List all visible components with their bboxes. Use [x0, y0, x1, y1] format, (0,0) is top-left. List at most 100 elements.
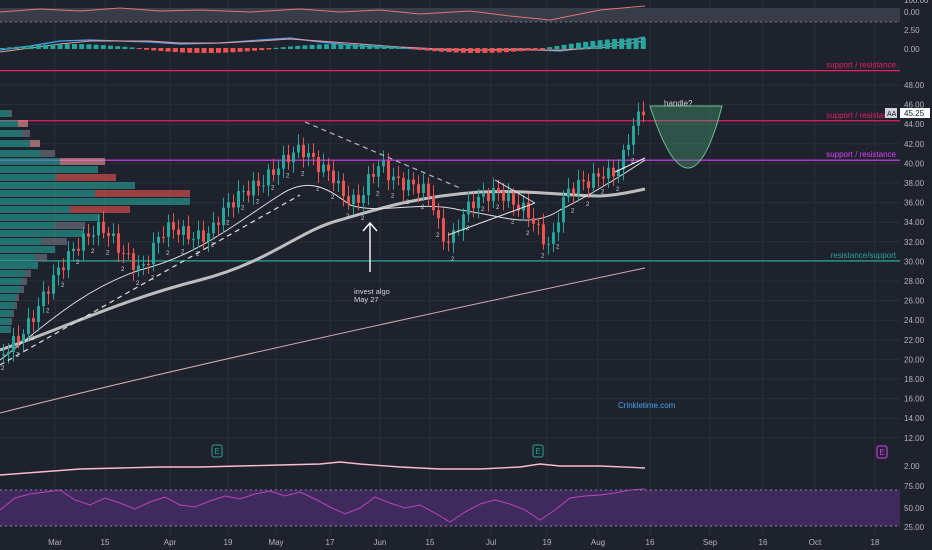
- candle: [252, 180, 255, 196]
- svg-text:2: 2: [226, 221, 230, 227]
- candle: [267, 169, 270, 186]
- macd-bar: [93, 44, 99, 49]
- candle: [387, 160, 390, 181]
- candle: [237, 190, 240, 208]
- svg-text:2: 2: [526, 231, 530, 237]
- macd-bar: [540, 48, 545, 50]
- candle: [527, 202, 530, 218]
- candlestick-series: 2 2 2 2 2 2 2 2 2 2 2 2 2 2 2 2 2 2 2 2 2 2 2 2 2 2 2 2 2 2 2 2 2 2 2 2 2 2 2 2…: [1, 101, 645, 372]
- macd-bar: [158, 48, 164, 52]
- macd-bar: [424, 48, 430, 51]
- y-tick-label: 48.00: [904, 81, 925, 90]
- macd-bar: [403, 47, 409, 49]
- candle: [7, 351, 10, 355]
- candle: [462, 214, 465, 231]
- macd-bar: [453, 48, 459, 53]
- candle: [482, 193, 485, 197]
- candle: [602, 176, 605, 179]
- y-tick-label: 38.00: [904, 179, 925, 188]
- svg-text:2: 2: [196, 252, 200, 258]
- candle: [597, 173, 600, 177]
- macd-bar: [36, 45, 41, 49]
- candle: [572, 188, 575, 194]
- svg-text:2: 2: [361, 216, 365, 222]
- y-tick-label: 12.00: [904, 434, 925, 443]
- candle: [282, 154, 285, 169]
- candle: [547, 243, 550, 245]
- svg-text:2: 2: [601, 189, 605, 195]
- candle: [347, 196, 350, 205]
- x-tick-label: 18: [871, 538, 880, 547]
- candle: [357, 194, 360, 203]
- x-tick-label: 16: [759, 538, 768, 547]
- candle: [37, 306, 40, 323]
- candle: [587, 181, 590, 188]
- svg-text:E: E: [880, 448, 885, 457]
- candle: [337, 180, 340, 184]
- y-tick-label: 36.00: [904, 199, 925, 208]
- macd-bar: [43, 44, 49, 49]
- macd-bar: [468, 48, 473, 53]
- candle: [137, 265, 140, 271]
- svg-text:2: 2: [436, 233, 440, 239]
- macd-bar: [568, 43, 574, 49]
- ma50-line: [0, 187, 646, 352]
- svg-text:2: 2: [106, 251, 110, 257]
- macd-bar: [280, 47, 286, 49]
- panel-tick-label: 2.00: [904, 462, 920, 471]
- macd-bar: [511, 48, 517, 52]
- macd-bar: [187, 48, 193, 53]
- macd-bar: [230, 48, 236, 53]
- svg-text:2: 2: [61, 283, 65, 289]
- y-tick-label: 42.00: [904, 140, 925, 149]
- candle: [322, 164, 325, 173]
- candle: [47, 291, 50, 294]
- candle: [522, 202, 525, 211]
- x-tick-label: Jul: [486, 538, 496, 547]
- x-tick-label: Jun: [374, 538, 387, 547]
- candle: [227, 202, 230, 208]
- macd-bar: [561, 44, 567, 49]
- y-tick-label: 16.00: [904, 395, 925, 404]
- svg-text:2: 2: [136, 281, 140, 287]
- y-tick-label: 22.00: [904, 336, 925, 345]
- svg-text:2: 2: [556, 245, 560, 251]
- candle: [307, 152, 310, 158]
- svg-text:2: 2: [256, 200, 260, 206]
- macd-bar: [252, 48, 257, 51]
- svg-text:2: 2: [541, 254, 545, 260]
- stoch-panel: [0, 5, 900, 23]
- stoch-line: [0, 5, 646, 21]
- macd-bar: [273, 47, 279, 49]
- macd-bar: [180, 48, 185, 53]
- candle: [132, 253, 135, 271]
- y-tick-label: 20.00: [904, 355, 925, 364]
- macd-bar: [288, 46, 293, 49]
- macd-bar: [50, 44, 56, 49]
- x-tick-label: 16: [646, 538, 655, 547]
- candle: [317, 156, 320, 173]
- candle: [472, 201, 475, 209]
- svg-text:2: 2: [496, 205, 500, 211]
- macd-bar: [115, 46, 121, 49]
- candle: [107, 233, 110, 237]
- y-tick-label: 14.00: [904, 414, 925, 423]
- macd-bar: [338, 44, 344, 49]
- candle: [442, 218, 445, 242]
- candle: [147, 263, 150, 265]
- svg-text:2: 2: [91, 249, 95, 255]
- candle: [412, 179, 415, 185]
- svg-text:2: 2: [511, 220, 515, 226]
- y-tick-label: 40.00: [904, 159, 925, 168]
- candle: [187, 226, 190, 240]
- candle: [292, 152, 295, 163]
- macd-bar: [367, 44, 373, 49]
- panel-tick-label: 75.00: [904, 482, 925, 491]
- svg-text:2: 2: [571, 208, 575, 214]
- macd-bar: [237, 48, 243, 52]
- handle-annotation: handle?: [664, 99, 693, 108]
- candle: [117, 233, 120, 253]
- macd-bar: [79, 44, 85, 49]
- macd-bar: [21, 46, 27, 49]
- macd-bar: [446, 48, 452, 53]
